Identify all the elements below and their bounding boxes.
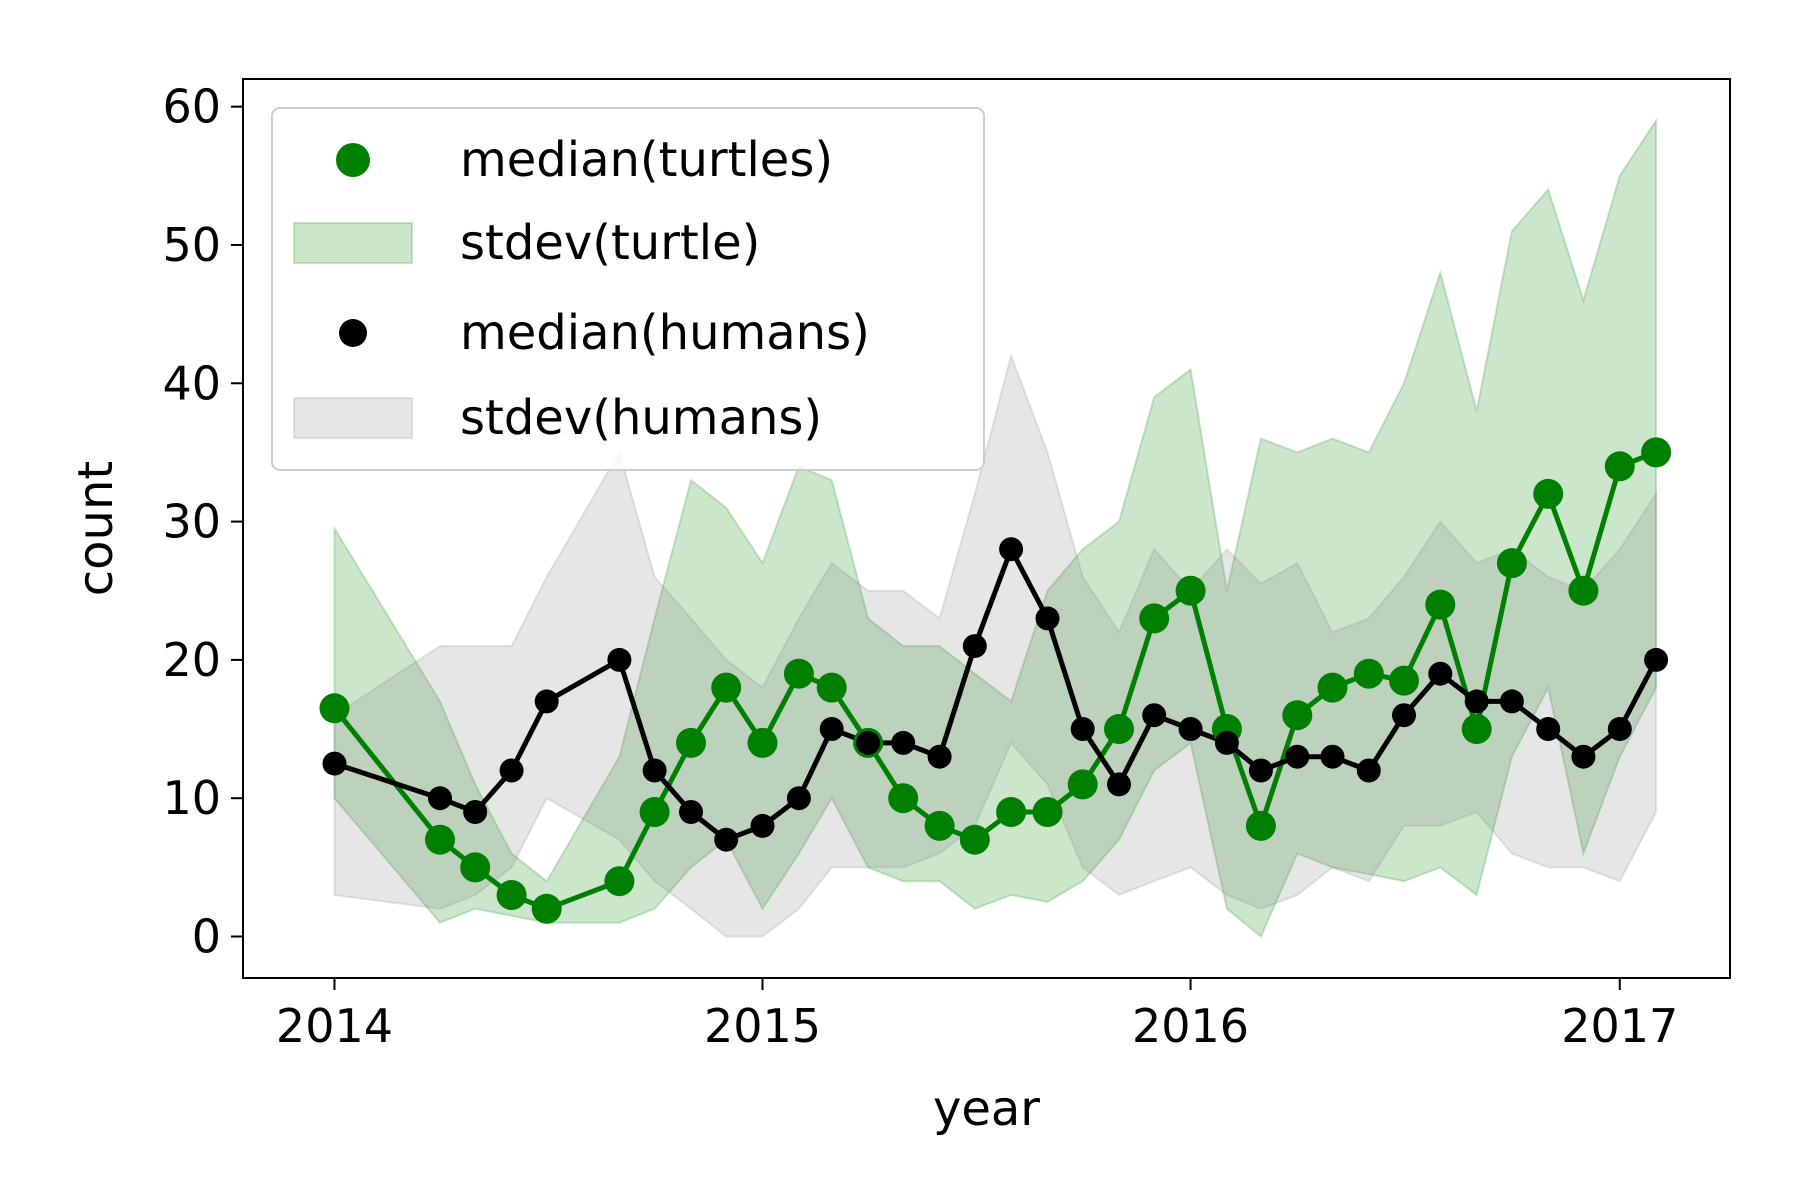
point-median-humans: [1035, 606, 1060, 631]
point-median-humans: [856, 730, 881, 755]
point-median-humans: [534, 689, 559, 714]
point-median-humans: [322, 751, 347, 776]
point-median-humans: [891, 730, 916, 755]
point-median-humans: [1248, 758, 1273, 783]
point-median-turtles: [1568, 575, 1599, 606]
point-median-humans: [1607, 717, 1632, 741]
legend-marker-median-humans: [339, 319, 367, 347]
point-median-humans: [714, 827, 739, 852]
axes-layer: 0 10 20 30 40 50 60 2014 2015 2016 2017: [162, 80, 1678, 1053]
y-tick-label: 60: [162, 80, 221, 134]
legend-label: stdev(turtle): [460, 215, 760, 271]
point-median-humans: [999, 537, 1024, 562]
point-median-humans: [1356, 758, 1381, 783]
legend-label: stdev(humans): [460, 390, 822, 446]
point-median-humans: [786, 786, 811, 811]
band-stdev-turtle: [333, 117, 1658, 939]
point-median-turtles: [319, 693, 350, 724]
point-median-humans: [1214, 730, 1239, 755]
point-median-turtles: [1425, 589, 1456, 620]
point-median-humans: [607, 647, 632, 672]
x-tick-label: 2014: [276, 999, 393, 1053]
point-median-humans: [642, 758, 667, 783]
point-median-turtles: [639, 797, 670, 827]
y-tick-label: 20: [162, 633, 221, 687]
point-median-humans: [962, 634, 987, 659]
point-median-humans: [1142, 703, 1167, 728]
point-median-turtles: [959, 824, 990, 855]
x-tick-label: 2015: [704, 999, 821, 1053]
point-median-turtles: [1317, 672, 1348, 703]
y-axis-label: count: [68, 461, 124, 596]
point-median-turtles: [676, 727, 706, 758]
point-median-humans: [1178, 717, 1203, 741]
point-median-turtles: [1175, 575, 1206, 606]
point-median-turtles: [924, 810, 955, 841]
point-median-humans: [428, 786, 452, 811]
legend-box: [271, 107, 985, 471]
y-tick-label: 30: [162, 495, 221, 549]
point-median-turtles: [1032, 797, 1063, 827]
point-median-turtles: [1353, 658, 1384, 689]
point-median-turtles: [747, 727, 778, 758]
point-median-humans: [1285, 744, 1310, 769]
point-median-turtles: [1641, 437, 1672, 468]
point-median-humans: [679, 800, 703, 824]
point-median-humans: [1464, 689, 1489, 714]
legend-swatch-stdev-humans: [293, 397, 413, 439]
y-tick-label: 0: [192, 910, 221, 964]
point-median-turtles: [783, 658, 814, 689]
point-median-turtles: [1282, 700, 1313, 731]
y-tick-label: 10: [162, 771, 221, 825]
legend-label: median(humans): [460, 305, 870, 361]
legend: median(turtles) stdev(turtle) median(human…: [271, 107, 985, 471]
point-median-turtles: [711, 672, 742, 703]
x-tick-label: 2017: [1561, 999, 1678, 1053]
point-median-turtles: [1104, 714, 1134, 744]
legend-marker-median-turtles: [336, 143, 370, 177]
point-median-humans: [1499, 689, 1524, 714]
point-median-turtles: [1533, 478, 1564, 509]
x-axis-label: year: [933, 1081, 1040, 1137]
point-median-turtles: [604, 866, 635, 897]
point-median-humans: [1392, 703, 1416, 728]
point-median-turtles: [496, 880, 527, 910]
point-median-humans: [819, 717, 844, 741]
point-median-humans: [1644, 647, 1669, 672]
point-median-turtles: [1496, 548, 1527, 579]
point-median-humans: [1320, 744, 1345, 769]
point-median-turtles: [1139, 603, 1170, 634]
plot-frame: [242, 78, 1731, 979]
point-median-turtles: [460, 852, 491, 883]
point-median-turtles: [1389, 665, 1419, 696]
legend-label: median(turtles): [460, 132, 833, 188]
point-median-turtles: [888, 783, 919, 814]
point-median-humans: [1107, 772, 1131, 797]
point-median-turtles: [531, 893, 562, 924]
point-median-humans: [499, 758, 524, 783]
point-median-turtles: [425, 824, 455, 855]
point-median-turtles: [1067, 769, 1098, 800]
point-median-humans: [1070, 717, 1095, 741]
point-median-turtles: [816, 672, 847, 703]
points-layer: [319, 437, 1672, 924]
y-tick-label: 50: [162, 218, 221, 272]
point-median-turtles: [996, 797, 1027, 827]
point-median-turtles: [1245, 810, 1276, 841]
point-median-turtles: [1461, 714, 1492, 744]
legend-swatch-stdev-turtle: [293, 222, 413, 264]
point-median-turtles: [1604, 451, 1635, 482]
y-tick-label: 40: [162, 356, 221, 410]
point-median-humans: [463, 800, 488, 824]
point-median-humans: [927, 744, 952, 769]
x-tick-label: 2016: [1132, 999, 1249, 1053]
point-median-humans: [1536, 717, 1561, 741]
point-median-humans: [750, 813, 775, 838]
point-median-humans: [1428, 661, 1453, 686]
point-median-humans: [1571, 744, 1596, 769]
